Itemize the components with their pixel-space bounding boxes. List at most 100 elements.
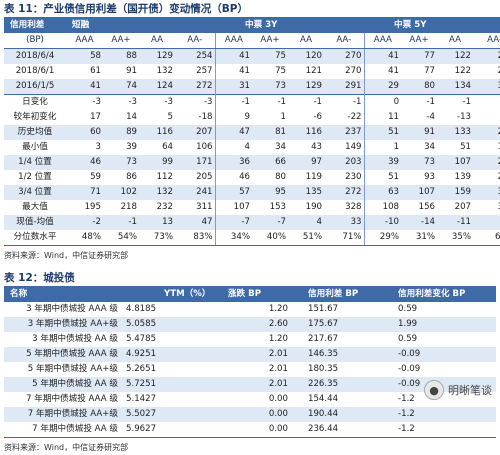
table-row: 3 年期中债城投 AA+级 5.0585 2.60 175.67 1.99 <box>4 317 496 332</box>
table-cell: 119 <box>305 172 323 182</box>
table-row: 分位数水平48%54%73%83%34%40%51%71%29%31%35%60… <box>4 230 500 246</box>
column-header: 名称 <box>4 286 122 302</box>
table-cell: 218 <box>120 202 137 212</box>
row-label: 分位数水平 <box>4 230 66 246</box>
table-cell: 2.01 <box>222 377 302 392</box>
table-cell: 54% <box>103 230 139 246</box>
table-cell: 0.00 <box>268 394 288 404</box>
watermark: ● 明晰笔谈 <box>424 380 492 400</box>
table-cell: 11 <box>363 110 402 125</box>
table12-caption: 表 12：城投债 <box>4 272 75 284</box>
table-cell: 83% <box>175 230 216 246</box>
table-cell: 301 <box>473 185 500 200</box>
row-label: 1/4 位置 <box>4 155 66 170</box>
table-cell: 86 <box>126 172 137 182</box>
column-header: 涨跌 BP <box>222 286 302 302</box>
table-cell: 46 <box>66 155 103 170</box>
table-cell: 107 <box>214 200 253 215</box>
row-label: 2018/6/1 <box>15 66 55 76</box>
table-cell: 132 <box>139 185 175 200</box>
table-cell: 270 <box>324 48 365 64</box>
table-cell: 51 <box>363 125 402 140</box>
table-cell: 0 <box>363 94 402 110</box>
table-cell: 5.7251 <box>122 377 222 392</box>
table-cell: AA+ <box>401 33 438 49</box>
table-cell: 34 <box>424 142 436 152</box>
table-cell: 43 <box>311 142 323 152</box>
table-cell: AAA <box>214 33 253 49</box>
table-row: 2018/6/1619113225741751212704177122276 <box>4 64 500 79</box>
column-header: 信用利差 BP <box>302 286 392 302</box>
table-cell: 276 <box>473 48 500 64</box>
table-cell: -7 <box>214 215 253 230</box>
row-label: 7 年期中债城投 AA 级 <box>4 422 122 438</box>
table-cell: 116 <box>139 125 175 140</box>
table-cell: 260 <box>473 125 500 140</box>
table-cell: AA- <box>324 33 365 49</box>
table-cell: 0.00 <box>222 407 302 422</box>
table-cell: 0.59 <box>398 334 418 344</box>
table-cell: 224 <box>473 155 500 170</box>
table-cell: AA- <box>175 33 216 49</box>
table-cell: AA+ <box>252 33 289 49</box>
row-label: 历史均值 <box>4 125 66 140</box>
table-cell: 177 <box>473 140 500 155</box>
table-cell: AA- <box>473 33 500 49</box>
table-cell: 14 <box>126 112 137 122</box>
table-cell: 2.01 <box>222 347 302 362</box>
table-cell: 175.67 <box>302 317 392 332</box>
table-row: 7 年期中债城投 AA 级 5.9627 0.00 236.44 -1.2 <box>4 422 496 438</box>
table-cell: 1.20 <box>268 334 288 344</box>
credit-spread-table: 信用利差 短融 中票 3Y 中票 5Y (BP) AAA AA+ AA AA- AAA AA+ AA A… <box>4 17 500 246</box>
table-cell: 73 <box>252 79 289 95</box>
table-cell: -3 <box>139 94 175 110</box>
table-cell: 154.44 <box>308 394 339 404</box>
table-cell: 5.5027 <box>122 407 222 422</box>
table-cell: 1.20 <box>268 304 288 314</box>
page: 表 11：产业债信用利差（国开债）变动情况（BP） 信用利差 短融 中票 3Y 中票 … <box>4 3 500 452</box>
table-cell: 139 <box>454 172 472 182</box>
table-cell: 359 <box>473 200 500 215</box>
table-row: 3/4 位置71102132241579513527263107159301 <box>4 185 500 200</box>
table-cell: 47 <box>214 125 253 140</box>
table-cell: 203 <box>324 155 365 170</box>
table-cell: 71 <box>66 185 103 200</box>
table-cell: -3 <box>66 94 103 110</box>
table-row: 5 年期中债城投 AA 级 5.7251 2.01 226.35 -0.09 <box>4 377 496 392</box>
table-cell: -0.09 <box>392 347 496 362</box>
table-cell: 51 <box>363 170 402 185</box>
table-cell: 51 <box>460 142 472 152</box>
table-cell: 230 <box>345 172 362 182</box>
table-cell: 122 <box>454 66 472 76</box>
table-cell: 132 <box>156 66 173 76</box>
table-row: 5 年期中债城投 AAA 级 4.9251 2.01 146.35 -0.09 <box>4 347 496 362</box>
table-cell: 41 <box>363 64 402 79</box>
table-cell: -1 <box>324 94 365 110</box>
row-label: 3/4 位置 <box>4 185 66 200</box>
table-cell: 180.35 <box>308 364 339 374</box>
table-cell: -18 <box>198 112 213 122</box>
table-cell: 226.35 <box>302 377 392 392</box>
table-cell: 95 <box>252 185 289 200</box>
table11-caption: 表 11：产业债信用利差（国开债）变动情况（BP） <box>4 3 248 15</box>
table-cell: 4 <box>214 140 253 155</box>
table-cell: 272 <box>324 185 365 200</box>
table-cell: 99 <box>139 155 175 170</box>
row-label: 3 年期中债城投 AAA 级 <box>26 304 118 314</box>
table-cell: 237 <box>324 125 365 140</box>
table-cell: 51% <box>288 230 325 246</box>
table-cell: 89 <box>103 125 139 140</box>
table-cell: 151.67 <box>308 304 339 314</box>
table-cell: -13 <box>456 112 472 122</box>
table-cell: 217.67 <box>308 334 339 344</box>
table11-source: 资料来源：Wind，中信证券研究部 <box>4 251 129 260</box>
column-header: 信用利差变化 BP <box>392 286 496 302</box>
table-cell: 149 <box>345 142 362 152</box>
table-cell: 106 <box>196 142 213 152</box>
table-cell: 41 <box>66 79 103 95</box>
table-cell: 91 <box>401 125 438 140</box>
table-cell: 0 <box>473 94 500 110</box>
